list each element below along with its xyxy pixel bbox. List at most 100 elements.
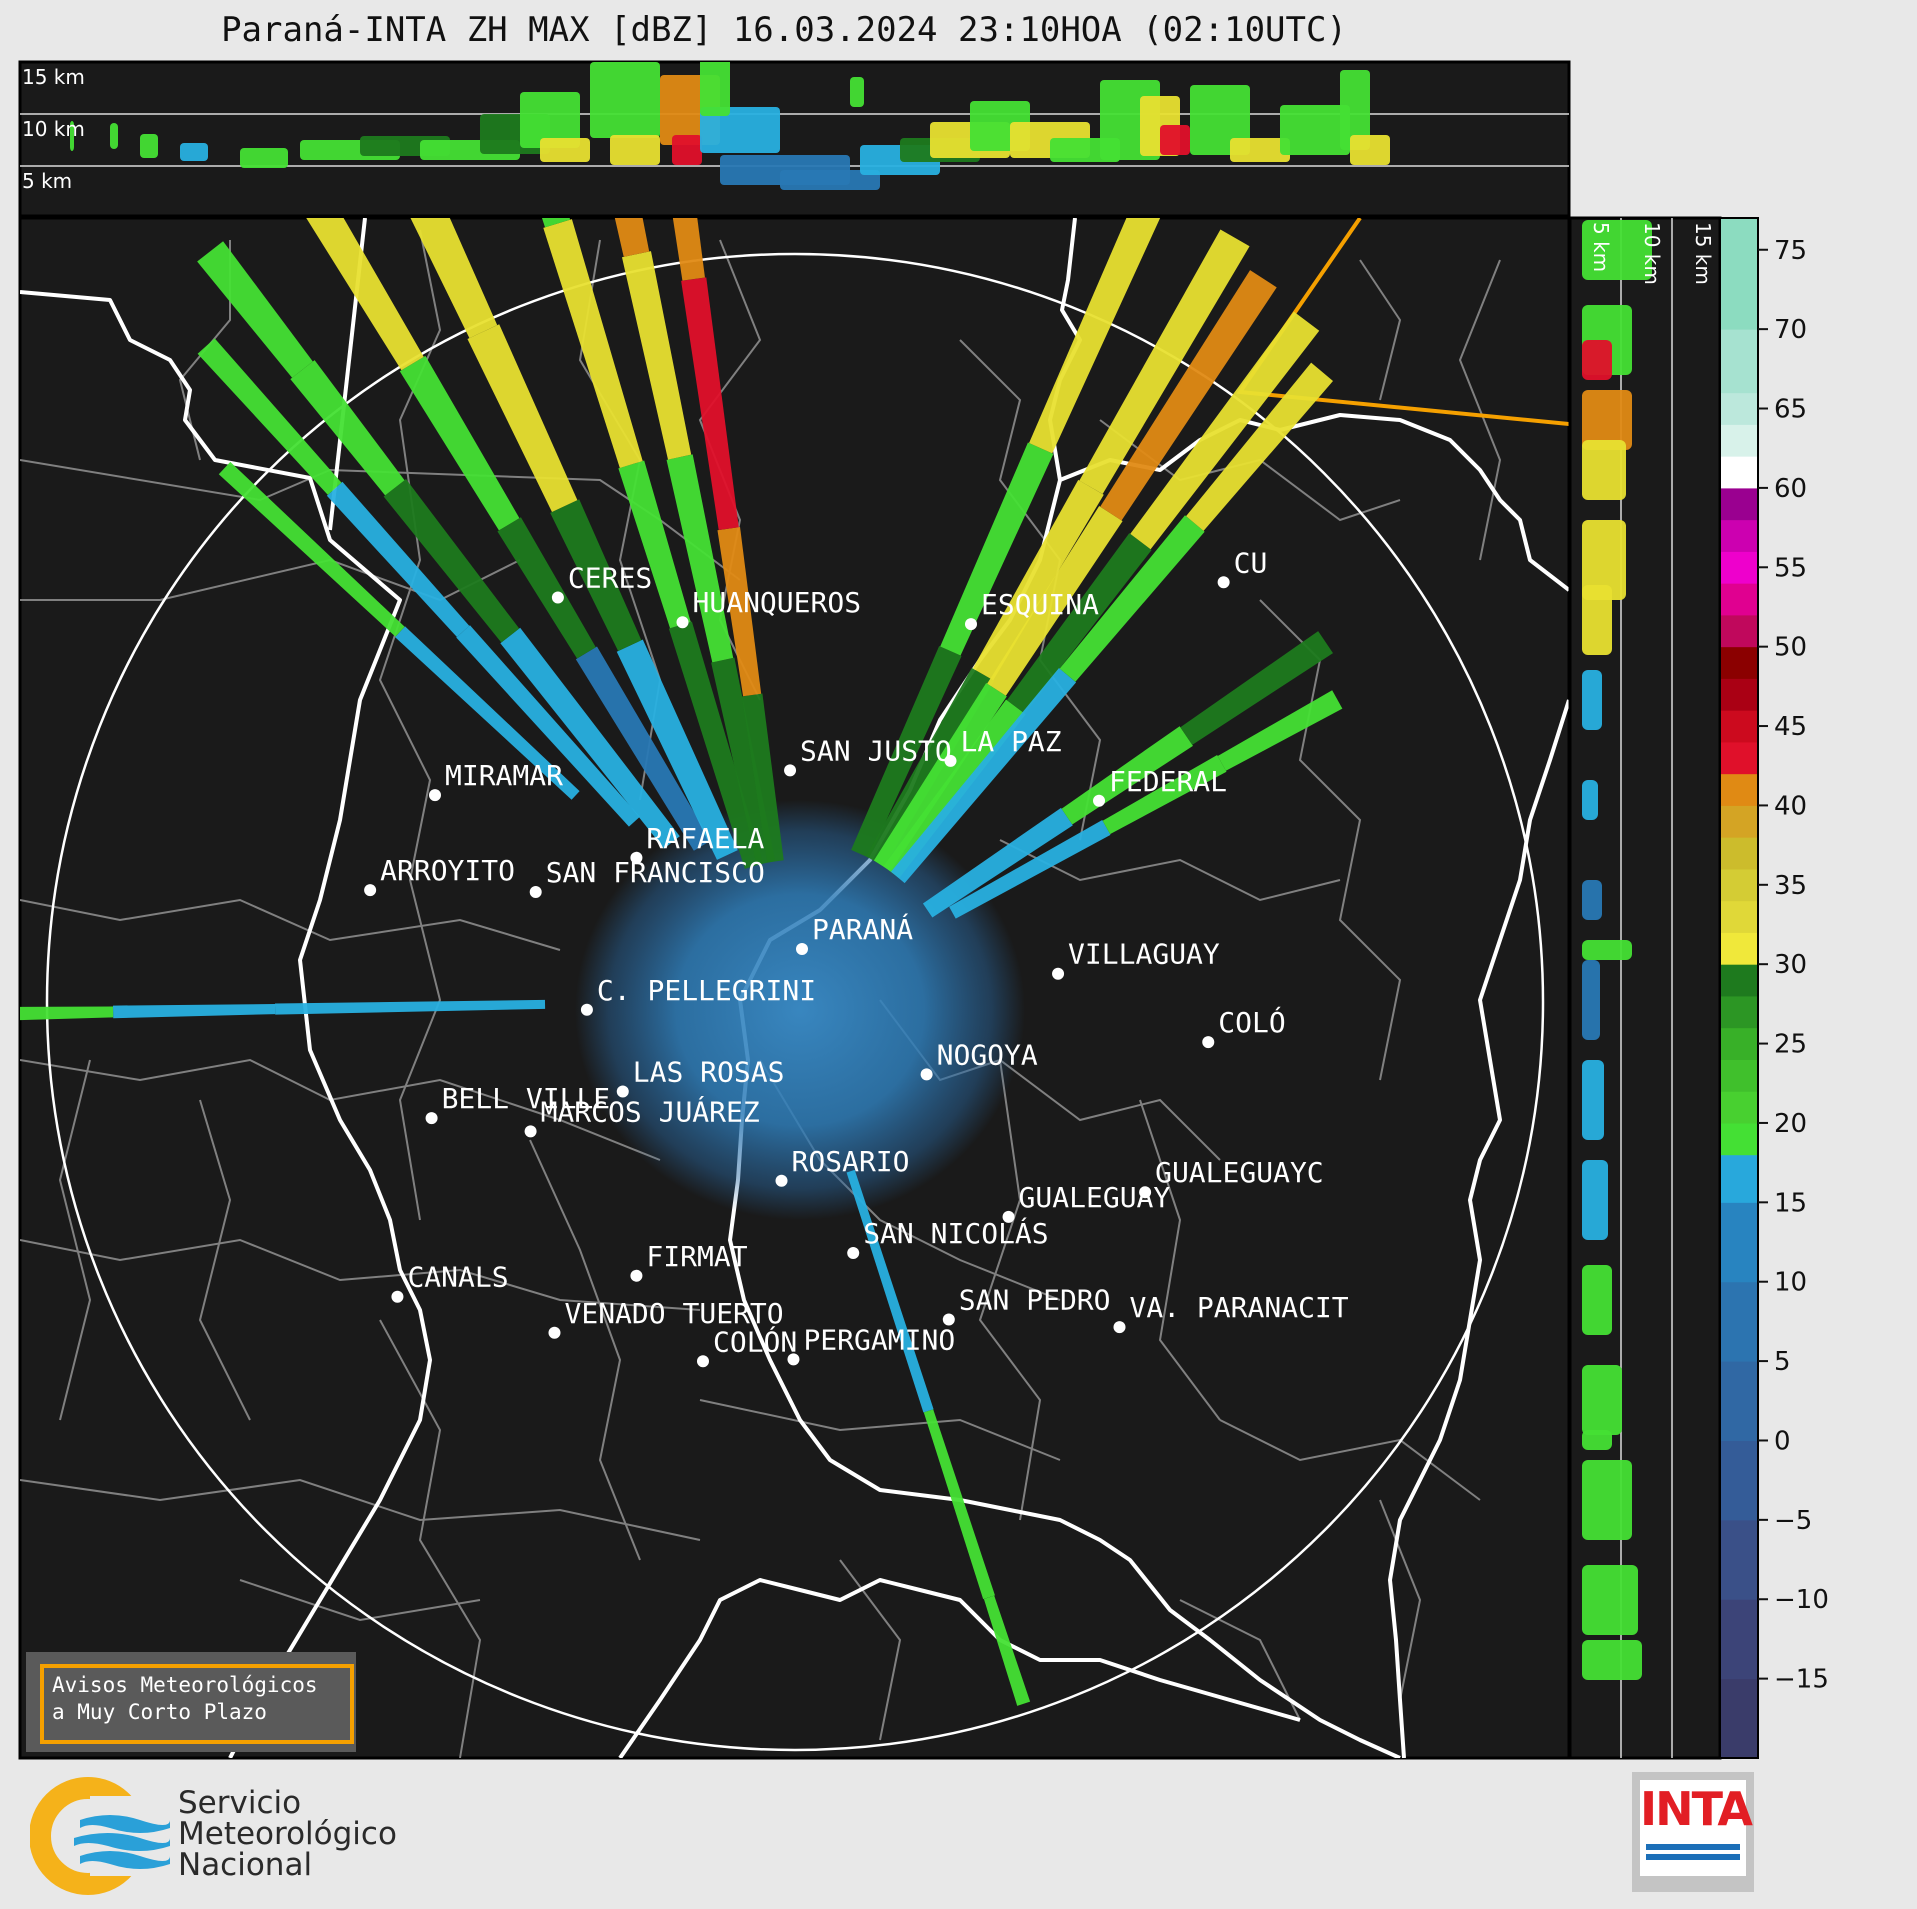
city-marker: LA PAZ	[944, 725, 1062, 767]
city-dot	[580, 1003, 593, 1016]
colorbar-band	[1720, 678, 1758, 711]
echo-column	[1350, 135, 1390, 165]
echo-column	[180, 143, 208, 161]
city-dot	[1093, 794, 1106, 807]
echo-segment	[1079, 229, 1250, 495]
city-marker: VENADO TUERTO	[548, 1297, 784, 1339]
colorbar-band	[1720, 741, 1758, 775]
echo-segment	[983, 1595, 1031, 1706]
echo-column	[1582, 780, 1598, 820]
city-label: GUALEGUAYC	[1155, 1156, 1324, 1189]
city-label: BELL VILLE	[442, 1082, 611, 1115]
colorbar-tick-label: 10	[1774, 1268, 1807, 1298]
city-marker: GUALEGUAYC	[1139, 1156, 1324, 1199]
city-marker: COLÓN	[696, 1324, 797, 1368]
echo-segment	[614, 218, 650, 257]
echo-segment	[197, 338, 342, 495]
side-km-label-10: 10 km	[1640, 222, 1664, 285]
colorbar-band	[1720, 583, 1758, 616]
echo-segment	[1186, 362, 1334, 531]
city-dot	[551, 591, 564, 604]
city-label: SAN FRANCISCO	[546, 856, 765, 889]
echo-segment	[923, 1409, 995, 1600]
colorbar-band	[1720, 1027, 1758, 1060]
radar-echoes	[20, 218, 1343, 1706]
echo-column	[140, 134, 158, 158]
city-dot	[920, 1068, 933, 1081]
city-marker: ROSARIO	[775, 1145, 910, 1187]
top-km-label-15: 15 km	[22, 65, 85, 89]
echo-segment	[1100, 270, 1277, 521]
city-label: FEDERAL	[1109, 765, 1227, 798]
echo-column	[700, 62, 730, 116]
colorbar-tick-label: 5	[1774, 1347, 1791, 1377]
colorbar-band	[1720, 1678, 1758, 1759]
echo-segment	[218, 461, 405, 637]
colorbar-band	[1720, 1599, 1758, 1680]
colorbar-band	[1720, 218, 1758, 330]
city-dot	[1202, 1036, 1215, 1049]
echo-column	[780, 170, 880, 190]
echo-segment	[197, 241, 313, 378]
city-label: MARCOS JUÁREZ	[541, 1094, 760, 1128]
colorbar-band	[1720, 1440, 1758, 1521]
city-marker: SAN JUSTO	[784, 734, 952, 777]
colorbar-band	[1720, 805, 1758, 838]
city-marker: GUALEGUAY	[1002, 1181, 1170, 1223]
city-dot	[630, 851, 643, 864]
echo-column	[1582, 1060, 1604, 1140]
colorbar-band	[1720, 519, 1758, 552]
city-label: LAS ROSAS	[633, 1056, 785, 1089]
city-markers: CERES HUANQUEROS ESQUINA CU SAN JUSTO LA PAZ M…	[364, 546, 1349, 1368]
city-dot	[1217, 576, 1230, 589]
echo-column	[672, 135, 702, 165]
echo-column	[1160, 125, 1190, 155]
echo-column	[1582, 585, 1612, 655]
echo-column	[1582, 880, 1602, 920]
echo-segment	[883, 699, 1026, 879]
warning-box[interactable]: Avisos Meteorológicos a Muy Corto Plazo	[26, 1652, 356, 1752]
colorbar-band	[1720, 932, 1758, 965]
colorbar-band	[1720, 900, 1758, 933]
city-marker: CERES	[551, 562, 652, 604]
echo-segment	[668, 621, 764, 869]
city-marker: RAFAELA	[630, 822, 765, 864]
echo-segment	[1006, 533, 1152, 714]
echo-column	[1582, 340, 1612, 380]
echo-column	[700, 107, 780, 153]
echo-segment	[711, 657, 776, 866]
echo-column	[1280, 105, 1350, 155]
colorbar-tick-label: 60	[1774, 474, 1807, 504]
echo-segment	[987, 505, 1123, 696]
echo-segment	[865, 667, 995, 867]
echo-segment	[467, 324, 578, 512]
colorbar-band	[1720, 614, 1758, 648]
echo-segment	[616, 639, 738, 860]
echo-column	[1582, 440, 1626, 500]
echo-segment	[672, 218, 705, 281]
city-dot	[964, 618, 977, 631]
echo-segment	[618, 460, 691, 629]
city-dot	[676, 616, 689, 629]
echo-column	[1582, 1160, 1608, 1240]
city-marker: CU	[1217, 546, 1267, 589]
city-label: COLÓN	[713, 1324, 797, 1358]
echo-segment	[717, 527, 762, 697]
city-dot	[1113, 1321, 1126, 1334]
echo-segment	[949, 819, 1111, 919]
city-dot	[548, 1326, 561, 1339]
city-dot	[425, 1112, 438, 1125]
echo-segment	[395, 626, 580, 800]
colorbar-band	[1720, 1361, 1758, 1441]
city-marker: ARROYITO	[364, 854, 515, 897]
city-label: PARANÁ	[812, 912, 913, 946]
city-label: VILLAGUAY	[1068, 938, 1220, 971]
colorbar-band	[1720, 551, 1758, 584]
city-marker: SAN NICOLÁS	[847, 1216, 1049, 1259]
city-label: CERES	[568, 562, 652, 595]
echo-column	[110, 123, 118, 149]
radar-map[interactable]: CERES HUANQUEROS ESQUINA CU SAN JUSTO LA PAZ M…	[5, 28, 1571, 1760]
colorbar-band	[1720, 773, 1758, 806]
